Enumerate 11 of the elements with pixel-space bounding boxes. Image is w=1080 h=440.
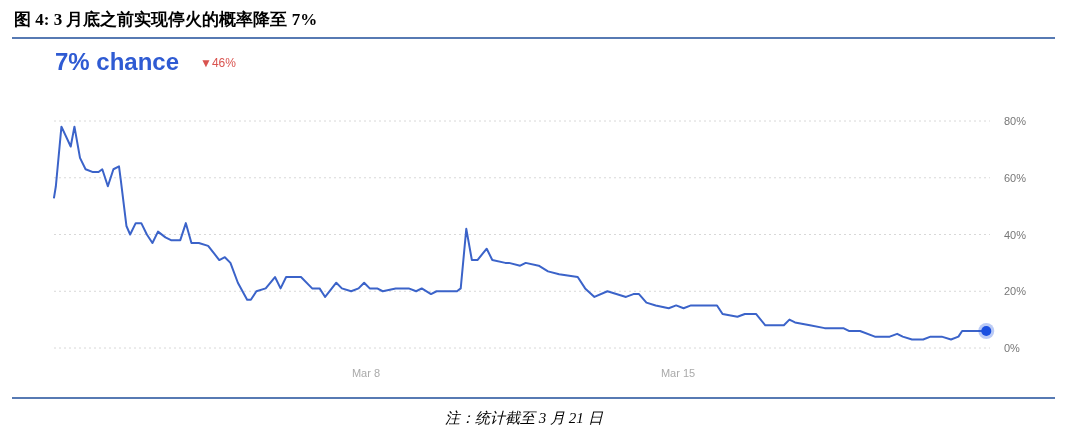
y-tick-label: 60% — [1004, 171, 1027, 184]
annotation: 注：统计截至 3 月 21 日 — [445, 410, 603, 426]
y-tick-label: 0% — [1004, 342, 1021, 354]
annotation: 7% chance — [55, 48, 180, 75]
x-tick-label: Mar 8 — [351, 367, 381, 379]
chart-title: 图 4: 3 月底之前实现停火的概率降至 7% — [14, 10, 318, 29]
x-tick-label: Mar 15 — [660, 367, 696, 379]
y-tick-label: 40% — [1004, 228, 1027, 241]
y-tick-label: 20% — [1004, 285, 1027, 298]
annotation: ▼46% — [200, 56, 236, 70]
y-tick-label: 80% — [1004, 115, 1027, 127]
